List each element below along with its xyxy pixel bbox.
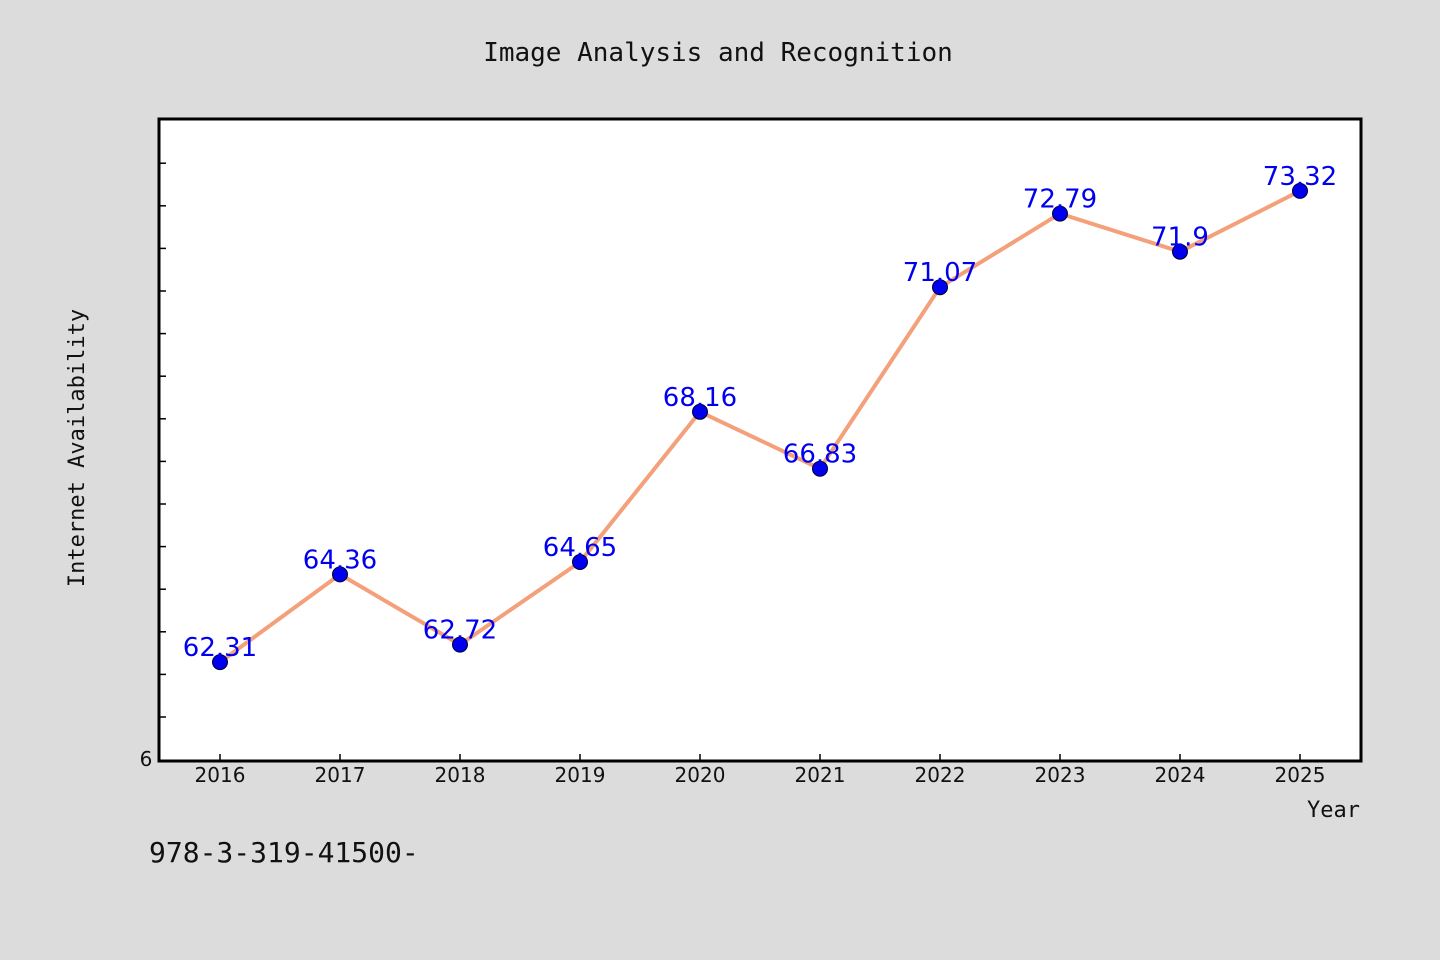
data-point xyxy=(692,403,708,420)
data-point xyxy=(932,279,948,296)
data-point xyxy=(1172,243,1188,260)
x-tick-label: 2018 xyxy=(435,763,486,787)
data-label: 62.72 xyxy=(423,616,497,646)
x-axis-label: Year xyxy=(1307,798,1360,823)
data-point xyxy=(1292,182,1308,199)
x-axis-tick-labels: 2016 2017 2018 2019 2020 2021 2022 2023 2024 2025 xyxy=(195,763,1326,787)
x-tick-label: 2021 xyxy=(795,763,846,787)
data-label: 71.9 xyxy=(1151,223,1209,253)
footer-text: 978-3-319-41500- xyxy=(149,836,419,869)
data-label: 62.31 xyxy=(183,633,257,663)
x-axis-ticks xyxy=(219,754,1301,761)
y-axis-ticks xyxy=(159,162,166,718)
x-tick-label: 2022 xyxy=(915,763,966,787)
data-point xyxy=(812,460,828,477)
data-point xyxy=(212,654,228,671)
y-axis-min-label: 6 xyxy=(140,747,153,771)
data-label: 72.79 xyxy=(1023,185,1097,215)
data-labels: 62.31 64.36 62.72 64.65 68.16 66.83 71.07 72.79… xyxy=(183,162,1337,663)
data-point xyxy=(452,636,468,653)
x-tick-label: 2025 xyxy=(1275,763,1326,787)
data-point xyxy=(572,554,588,570)
x-tick-label: 2019 xyxy=(555,763,606,787)
data-label: 68.16 xyxy=(663,383,737,413)
data-label: 66.83 xyxy=(783,440,857,470)
x-tick-label: 2020 xyxy=(675,763,726,787)
x-tick-label: 2023 xyxy=(1035,763,1086,787)
chart-title: Image Analysis and Recognition xyxy=(483,38,953,68)
data-label: 64.36 xyxy=(303,545,377,575)
x-tick-label: 2016 xyxy=(195,763,246,787)
data-label: 71.07 xyxy=(903,258,977,288)
x-tick-label: 2024 xyxy=(1155,763,1206,787)
data-point xyxy=(1052,205,1068,222)
y-axis-label: Internet Availability xyxy=(65,309,90,587)
series-markers xyxy=(212,182,1308,671)
data-point xyxy=(332,566,348,583)
data-label: 73.32 xyxy=(1263,162,1337,192)
series-line xyxy=(218,189,1301,664)
data-label: 64.65 xyxy=(543,533,617,563)
x-tick-label: 2017 xyxy=(315,763,366,787)
